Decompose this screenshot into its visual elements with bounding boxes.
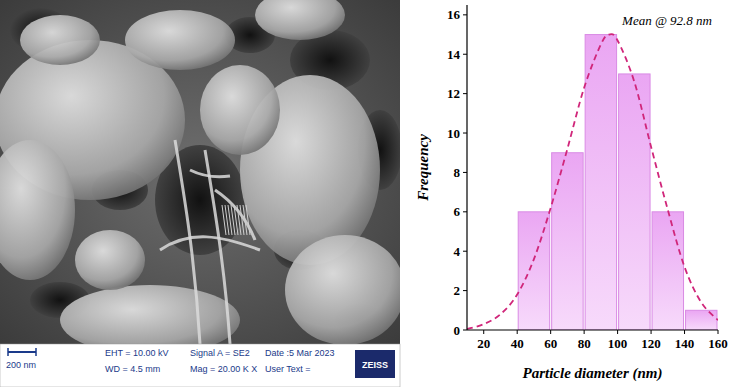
y-tick-label: 4 xyxy=(454,244,461,259)
y-tick-label: 0 xyxy=(454,323,461,338)
x-tick-label: 20 xyxy=(477,336,490,351)
fiber xyxy=(160,237,260,250)
histogram-bar xyxy=(652,212,683,330)
x-tick-label: 160 xyxy=(708,336,728,351)
x-tick xyxy=(550,330,551,334)
particle-cluster xyxy=(75,230,145,290)
particle-cluster xyxy=(125,10,235,70)
info-text: Signal A = SE2 xyxy=(190,348,250,358)
x-tick-label: 140 xyxy=(675,336,695,351)
figure: 200 nm EHT = 10.00 kV WD = 4.5 mm Signal A … xyxy=(0,0,739,387)
y-tick-label: 14 xyxy=(447,47,461,62)
particle-cluster xyxy=(0,140,75,280)
info-text: User Text = xyxy=(265,364,311,374)
y-tick xyxy=(463,54,467,55)
y-tick xyxy=(463,133,467,134)
info-text: Mag = 20.00 K X xyxy=(190,364,257,374)
particle-cluster xyxy=(20,15,100,65)
scale-bar-end xyxy=(7,348,9,356)
y-tick xyxy=(463,93,467,94)
particle-cluster xyxy=(255,0,345,40)
particle-cluster xyxy=(285,235,400,344)
x-axis-label: Particle diameter (nm) xyxy=(523,365,663,382)
fibril xyxy=(246,205,250,235)
logo: ZEISS xyxy=(362,360,388,370)
y-tick-label: 8 xyxy=(454,165,461,180)
scale-bar-end xyxy=(35,348,37,356)
y-tick-label: 2 xyxy=(454,283,461,298)
histogram-bar xyxy=(552,153,583,330)
histogram-bar xyxy=(686,310,717,330)
x-tick-label: 120 xyxy=(641,336,661,351)
x-tick-label: 100 xyxy=(608,336,628,351)
logo-box xyxy=(355,350,395,378)
y-tick xyxy=(463,290,467,291)
y-tick xyxy=(463,172,467,173)
x-tick-label: 40 xyxy=(511,336,524,351)
histogram-bar xyxy=(585,35,616,330)
y-tick-label: 16 xyxy=(447,7,461,22)
info-bar xyxy=(0,344,400,387)
plot-marks xyxy=(467,34,718,330)
x-tick xyxy=(483,330,484,334)
x-tick xyxy=(718,330,719,334)
x-tick-label: 80 xyxy=(578,336,591,351)
x-tick-label: 60 xyxy=(544,336,557,351)
y-tick xyxy=(463,14,467,15)
x-tick xyxy=(617,330,618,334)
info-text: WD = 4.5 mm xyxy=(105,364,160,374)
x-axis xyxy=(467,329,718,330)
x-tick xyxy=(651,330,652,334)
micrograph xyxy=(0,0,400,344)
particle-cluster xyxy=(60,285,240,344)
y-axis-label: Frequency xyxy=(415,134,431,202)
info-text: Date :5 Mar 2023 xyxy=(265,348,335,358)
y-tick-label: 10 xyxy=(447,126,460,141)
fit-curve xyxy=(467,34,718,329)
fiber xyxy=(190,170,230,177)
info-text: 200 nm xyxy=(6,360,36,370)
fiber xyxy=(205,150,230,344)
y-tick xyxy=(463,211,467,212)
particle-cluster xyxy=(200,65,280,155)
y-tick xyxy=(463,330,467,331)
annotation: Mean @ 92.8 nm xyxy=(621,13,712,28)
x-tick xyxy=(584,330,585,334)
y-tick-label: 12 xyxy=(447,86,460,101)
x-tick xyxy=(517,330,518,334)
y-tick xyxy=(463,251,467,252)
fiber xyxy=(215,190,255,240)
histogram-bar xyxy=(619,74,650,330)
y-tick-label: 6 xyxy=(454,204,461,219)
scale-bar xyxy=(8,351,36,353)
x-tick xyxy=(684,330,685,334)
info-text: EHT = 10.00 kV xyxy=(105,348,169,358)
